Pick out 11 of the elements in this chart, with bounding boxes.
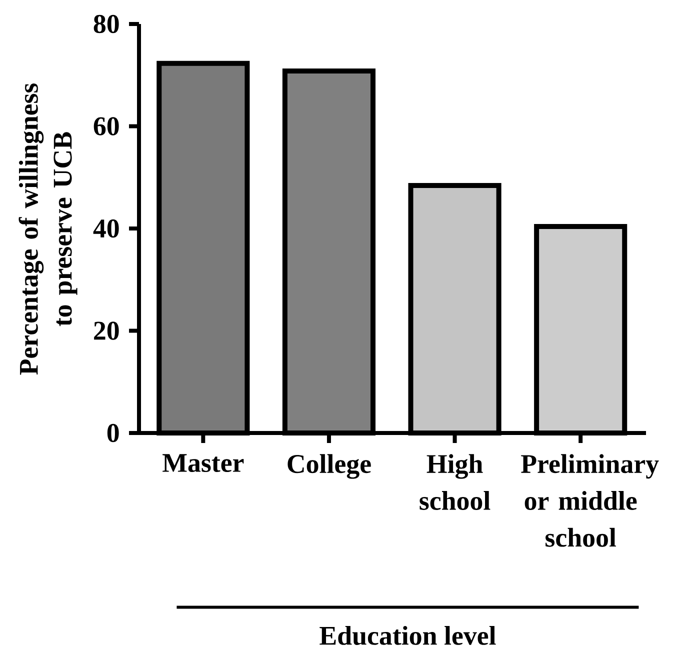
y-tick-label: 0 (107, 424, 119, 442)
y-tick-label: 40 (93, 219, 119, 238)
x-tick-label: Master (162, 454, 244, 472)
y-tick-label: 60 (94, 117, 119, 136)
y-tick-label: 20 (94, 322, 119, 340)
y-axis-title: Percentage of willingness to preserve UCB (18, 83, 78, 375)
y-tick-label: 80 (94, 14, 119, 34)
x-axis-title: Education level (320, 626, 496, 645)
x-tick-label: High school (420, 454, 490, 510)
x-tick-label: College (288, 454, 371, 479)
x-tick-label: Preliminary or middle school (521, 454, 659, 547)
